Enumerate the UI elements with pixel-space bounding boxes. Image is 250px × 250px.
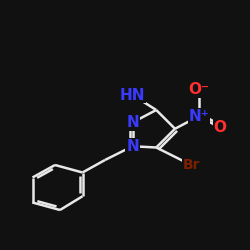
Text: N⁺: N⁺ <box>188 109 209 124</box>
Text: HN: HN <box>120 88 145 102</box>
Text: O⁻: O⁻ <box>188 82 209 98</box>
Text: O: O <box>214 120 226 135</box>
Text: N: N <box>126 115 139 130</box>
Text: Br: Br <box>182 158 200 172</box>
Text: N: N <box>126 139 139 154</box>
